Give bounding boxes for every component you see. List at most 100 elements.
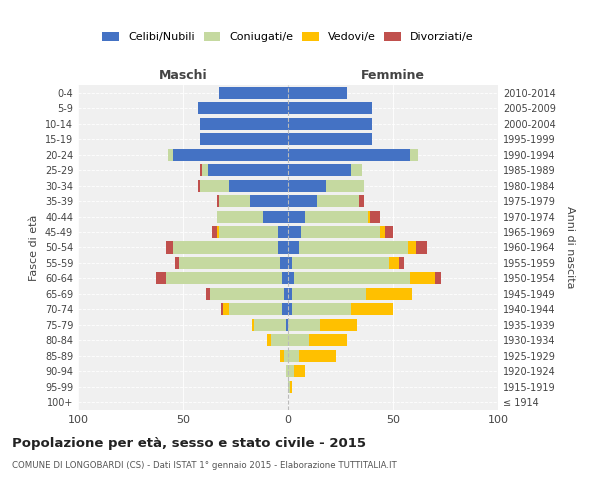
Bar [200,133,288,145]
Bar [288,350,299,362]
Bar [229,304,288,316]
Bar [288,366,305,378]
Bar [288,366,295,378]
Bar [288,210,380,222]
Bar [208,164,288,176]
Bar [200,133,288,145]
Bar [288,133,372,145]
Bar [288,86,347,99]
Bar [254,319,288,331]
Bar [282,304,288,316]
Bar [166,242,288,254]
Bar [284,288,288,300]
Bar [288,164,361,176]
Bar [200,180,288,192]
Bar [288,195,359,207]
Bar [173,242,288,254]
Bar [288,210,305,222]
Bar [288,226,380,238]
Bar [168,148,288,160]
Bar [267,334,288,346]
Bar [217,210,288,222]
Bar [288,304,292,316]
Bar [288,148,418,160]
Text: Femmine: Femmine [361,69,425,82]
Bar [218,86,288,99]
Bar [200,164,288,176]
Bar [288,319,320,331]
Bar [218,226,288,238]
Bar [288,257,400,269]
Bar [198,102,288,114]
Bar [200,133,288,145]
Bar [288,102,372,114]
Bar [282,272,288,284]
Bar [280,350,288,362]
Bar [288,102,372,114]
Bar [198,180,288,192]
Bar [288,257,389,269]
Bar [217,210,288,222]
Bar [288,180,326,192]
Bar [200,118,288,130]
Bar [288,86,347,99]
Bar [267,334,288,346]
Bar [252,319,288,331]
Bar [288,226,393,238]
Bar [155,272,288,284]
Bar [288,86,347,99]
Bar [286,366,288,378]
Bar [288,272,435,284]
Bar [173,242,288,254]
Bar [288,366,305,378]
Bar [288,288,366,300]
Bar [288,118,372,130]
Bar [212,226,288,238]
Bar [288,381,290,393]
Bar [288,381,292,393]
Bar [217,195,288,207]
Bar [198,102,288,114]
Bar [168,148,288,160]
Bar [218,86,288,99]
Bar [288,334,309,346]
Bar [288,288,412,300]
Bar [166,272,288,284]
Bar [221,304,288,316]
Bar [210,288,288,300]
Bar [166,272,288,284]
Bar [288,319,358,331]
Bar [288,350,337,362]
Bar [288,210,368,222]
Bar [277,226,288,238]
Bar [223,304,288,316]
Bar [288,210,370,222]
Bar [288,334,347,346]
Text: COMUNE DI LONGOBARDI (CS) - Dati ISTAT 1° gennaio 2015 - Elaborazione TUTTITALIA: COMUNE DI LONGOBARDI (CS) - Dati ISTAT 1… [12,460,397,469]
Bar [179,257,288,269]
Bar [288,304,351,316]
Bar [217,210,288,222]
Bar [288,319,358,331]
Bar [288,118,372,130]
Bar [288,148,418,160]
Bar [200,118,288,130]
Text: Maschi: Maschi [158,69,208,82]
Bar [288,133,372,145]
Bar [288,242,416,254]
Bar [198,102,288,114]
Bar [280,257,288,269]
Bar [198,102,288,114]
Bar [288,164,361,176]
Bar [252,319,288,331]
Bar [288,195,317,207]
Bar [218,86,288,99]
Bar [288,102,372,114]
Bar [218,195,288,207]
Bar [288,334,347,346]
Bar [200,180,288,192]
Bar [288,272,442,284]
Bar [229,180,288,192]
Bar [210,288,288,300]
Bar [288,288,412,300]
